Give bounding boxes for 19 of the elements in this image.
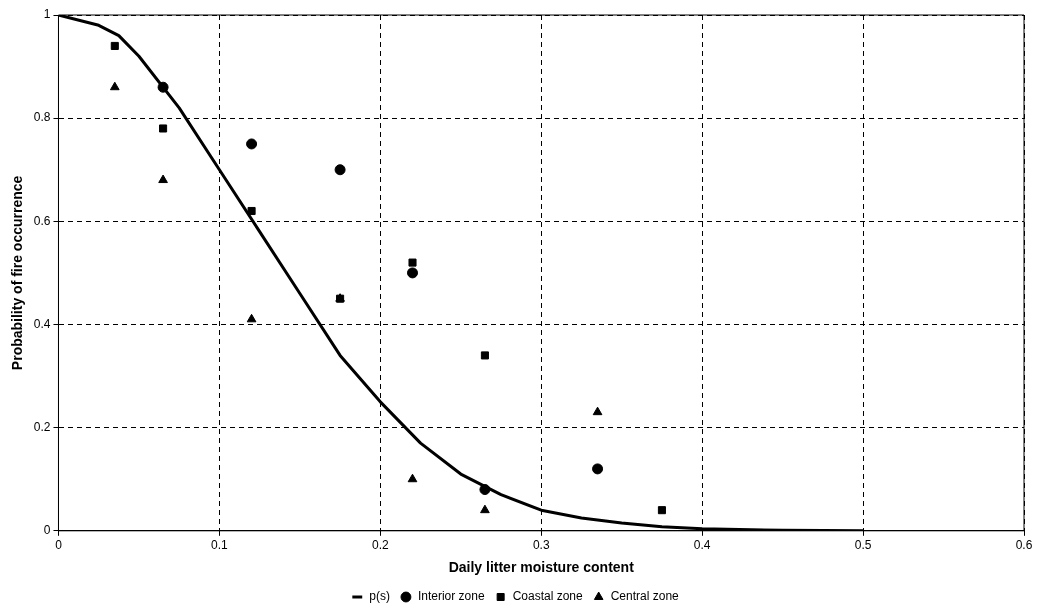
x-tick-label: 0.5 [854, 538, 872, 553]
y-tick-label: 0.4 [33, 316, 51, 331]
y-tick-label: 0.8 [33, 110, 51, 125]
x-tick-label: 0.1 [211, 538, 229, 553]
x-tick-label: 0 [55, 538, 63, 553]
y-tick-label: 0.6 [33, 213, 51, 228]
legend-label: Central zone [610, 589, 680, 604]
x-tick-label: 0.2 [371, 538, 389, 553]
x-tick-label: 0.4 [693, 538, 711, 553]
legend-label: Coastal zone [512, 589, 584, 604]
legend-label: p(s) [369, 589, 390, 604]
x-tick-label: 0.3 [532, 538, 550, 553]
x-axis-title: Daily litter moisture content [448, 559, 635, 576]
legend-label: Interior zone [417, 589, 485, 604]
y-tick-label: 0 [43, 523, 51, 538]
x-tick-label: 0.6 [1015, 538, 1033, 553]
y-tick-label: 1 [43, 7, 51, 22]
y-axis-title: Probability of fire occurrence [9, 175, 26, 371]
y-tick-label: 0.2 [33, 419, 51, 434]
